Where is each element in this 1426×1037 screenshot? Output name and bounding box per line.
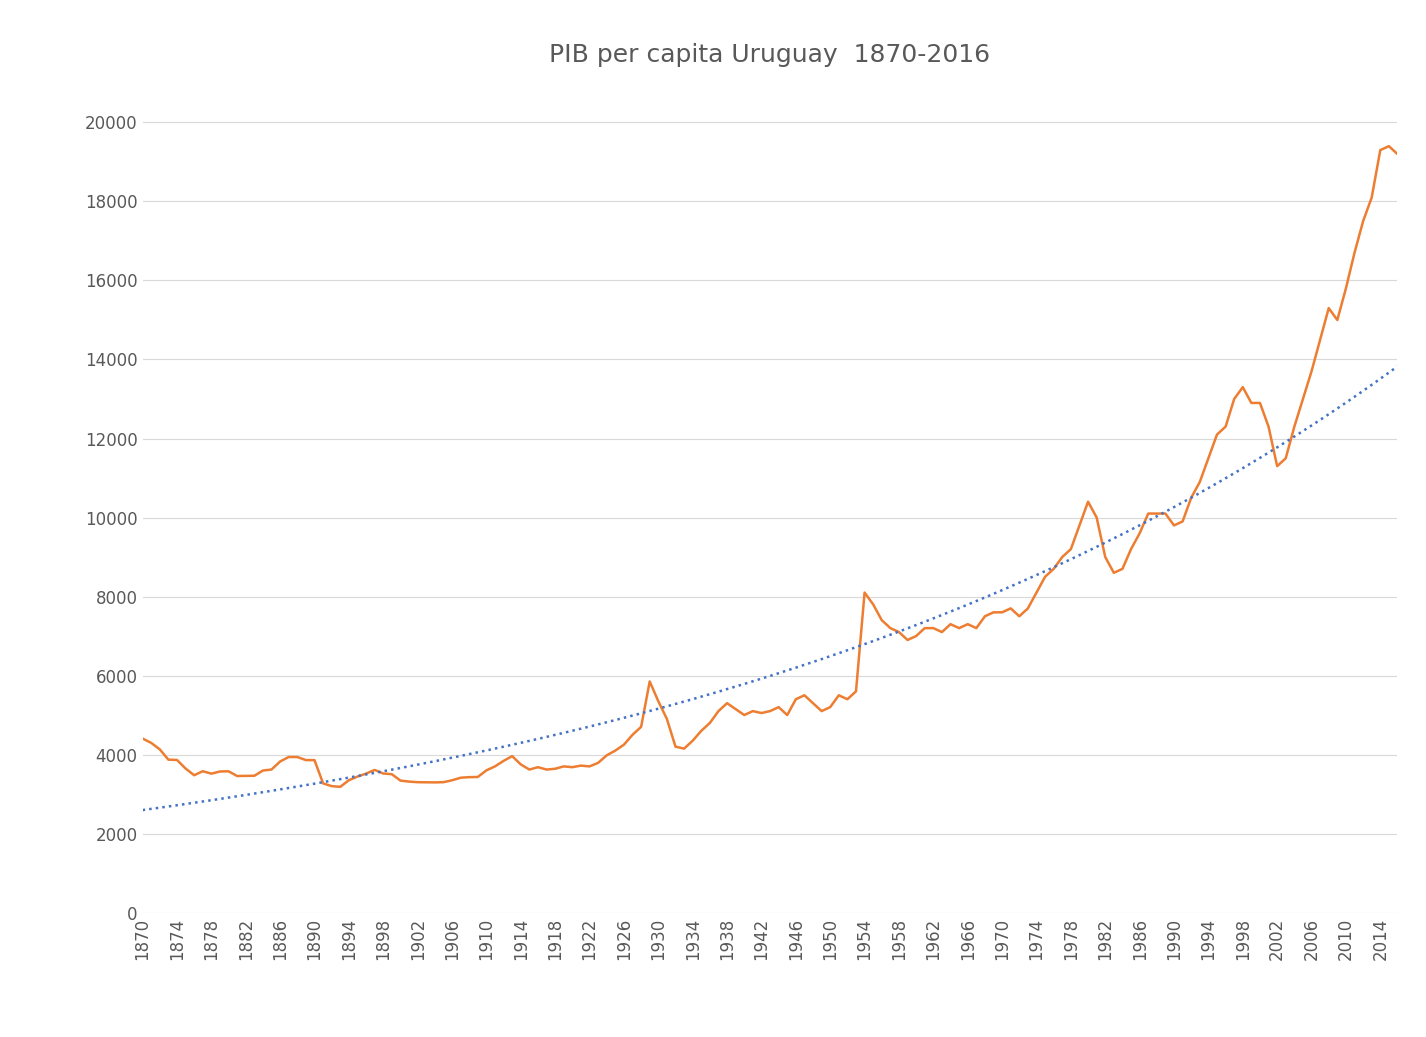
Title: PIB per capita Uruguay  1870-2016: PIB per capita Uruguay 1870-2016 [549, 44, 991, 67]
